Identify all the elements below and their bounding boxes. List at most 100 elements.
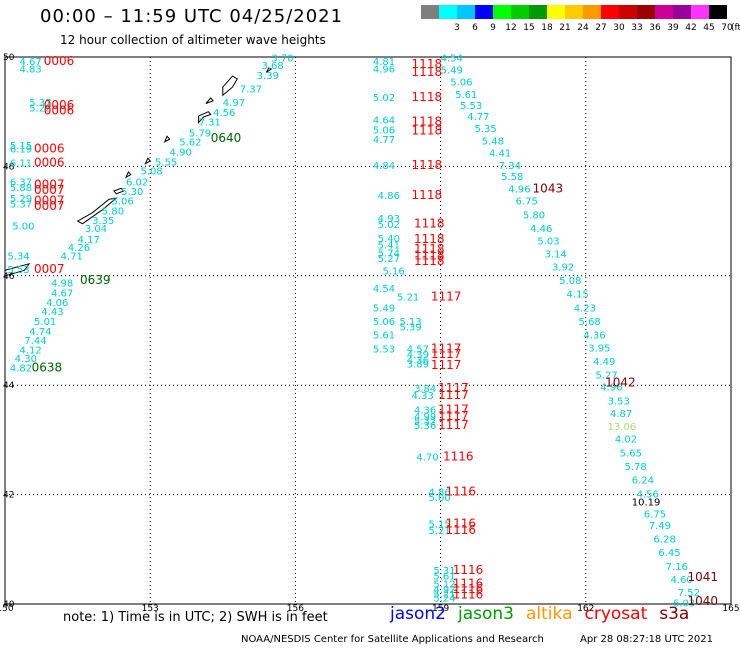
wave-height-value: 5.53 <box>373 344 395 355</box>
wave-height-value: 5.49 <box>441 65 463 76</box>
wave-height-value: 5.06 <box>111 197 133 208</box>
wave-height-value: 6.19 <box>10 145 32 156</box>
island-outline <box>144 157 151 165</box>
pass-time-label: 1117 <box>438 409 469 423</box>
pass-time-label: 1118 <box>412 57 443 71</box>
pass-time-label: 1117 <box>438 418 469 432</box>
scale-unit: (ft) <box>731 23 740 33</box>
scale-swatch <box>691 5 709 19</box>
island-outline <box>163 135 171 143</box>
pass-time-label: 1117 <box>431 341 462 355</box>
island-outline <box>265 67 273 73</box>
pass-time-label: 0639 <box>80 273 111 287</box>
scale-tick-label: 30 <box>613 23 625 33</box>
wave-height-value: 5.49 <box>373 303 395 314</box>
wave-height-value: 4.54 <box>441 53 463 64</box>
wave-height-value: 5.41 <box>378 240 400 251</box>
wave-height-value: 5.00 <box>429 493 451 504</box>
island-outline <box>124 170 132 179</box>
pass-time-label: 0006 <box>44 103 75 117</box>
wave-height-value: 6.75 <box>644 510 666 521</box>
wave-height-value: 4.93 <box>378 214 400 225</box>
wave-height-value: 5.00 <box>12 221 34 232</box>
scale-tick-label: 15 <box>523 23 535 33</box>
pass-time-label: 1118 <box>412 158 443 172</box>
wave-height-value: 4.57 <box>407 344 429 355</box>
pass-time-label: 1116 <box>453 563 484 577</box>
latitude-label: 48 <box>3 162 15 172</box>
wave-height-value: 6.02 <box>126 178 148 189</box>
wave-height-value: 4.90 <box>170 147 192 158</box>
pass-time-label: 1117 <box>438 381 469 395</box>
pass-time-label: 1117 <box>438 388 469 402</box>
wave-height-value: 5.29 <box>10 194 32 205</box>
pass-time-label: 0638 <box>32 361 63 375</box>
wave-height-value: 4.17 <box>78 235 100 246</box>
satellite-cryosat: cryosat <box>584 604 648 624</box>
scale-swatch <box>529 5 547 19</box>
wave-height-value: 4.15 <box>566 290 588 301</box>
wave-height-value: 7.34 <box>499 161 521 172</box>
island-outline <box>113 187 125 195</box>
latitude-label: 44 <box>3 381 15 391</box>
wave-height-value: 5.12 <box>433 580 455 591</box>
wave-height-value: 5.15 <box>10 141 32 152</box>
wave-height-value: 3.04 <box>85 224 107 235</box>
wave-height-value: 5.40 <box>378 234 400 245</box>
scale-tick-label: 24 <box>577 23 589 33</box>
wave-height-value: 4.96 <box>373 64 395 75</box>
pass-time-label: 1042 <box>605 375 636 389</box>
wave-height-value: 4.96 <box>508 185 530 196</box>
wave-height-value: 4.70 <box>416 453 438 464</box>
pass-time-label: 1118 <box>412 65 443 79</box>
wave-height-value: 5.15 <box>429 519 451 530</box>
pass-time-label: 0006 <box>34 142 65 156</box>
wave-height-value: 4.96 <box>600 383 622 394</box>
wave-height-value: 4.99 <box>414 412 436 423</box>
scale-tick-label: 18 <box>541 23 553 33</box>
longitude-label: 165 <box>722 604 739 614</box>
wave-height-value: 5.24 <box>433 593 455 604</box>
wave-height-value: 5.27 <box>595 371 617 382</box>
wave-height-value: 5.61 <box>373 331 395 342</box>
wave-height-value: 5.88 <box>10 183 32 194</box>
pass-time-label: 1118 <box>414 242 445 256</box>
scale-swatch <box>439 5 457 19</box>
wave-height-value: 4.54 <box>373 284 395 295</box>
credit-line: NOAA/NESDIS Center for Satellite Applica… <box>241 634 544 645</box>
wave-height-value: 5.08 <box>559 276 581 287</box>
scale-tick-label: 36 <box>649 23 661 33</box>
scale-swatch <box>655 5 673 19</box>
wave-height-value: 7.16 <box>666 562 688 573</box>
scale-tick-label: 12 <box>505 23 517 33</box>
wave-height-value: 4.77 <box>373 135 395 146</box>
wave-height-value: 3.14 <box>545 250 567 261</box>
wave-height-value: 4.64 <box>373 116 395 127</box>
wave-height-value: 5.16 <box>383 267 405 278</box>
latitude-label: 42 <box>3 491 14 501</box>
latitude-label: 46 <box>3 272 15 282</box>
wave-height-value: 3.70 <box>271 53 293 64</box>
wave-height-value: 5.68 <box>579 317 601 328</box>
wave-height-value: 5.36 <box>414 421 436 432</box>
wave-height-value: 4.43 <box>41 307 63 318</box>
pass-time-label: 0006 <box>44 98 75 112</box>
wave-height-value: 5.74 <box>378 249 400 260</box>
wave-height-value: 5.80 <box>523 210 545 221</box>
wave-height-value: 4.36 <box>407 355 429 366</box>
wave-height-value: 4.26 <box>68 243 90 254</box>
wave-height-value: 4.92 <box>433 585 455 596</box>
wave-height-value: 3.68 <box>262 61 284 72</box>
satellite-altika: altika <box>526 604 573 624</box>
wave-height-value: 5.65 <box>620 448 642 459</box>
pass-time-label: 0007 <box>34 199 65 213</box>
island-outline <box>4 262 31 277</box>
wave-height-value: 5.03 <box>537 237 559 248</box>
wave-height-value: 6.24 <box>632 476 654 487</box>
wave-height-value: 5.62 <box>179 138 201 149</box>
wave-height-value: 4.39 <box>407 350 429 361</box>
latitude-label: 50 <box>3 53 15 63</box>
wave-height-value: 5.37 <box>10 199 32 210</box>
wave-height-value: 4.49 <box>593 357 615 368</box>
